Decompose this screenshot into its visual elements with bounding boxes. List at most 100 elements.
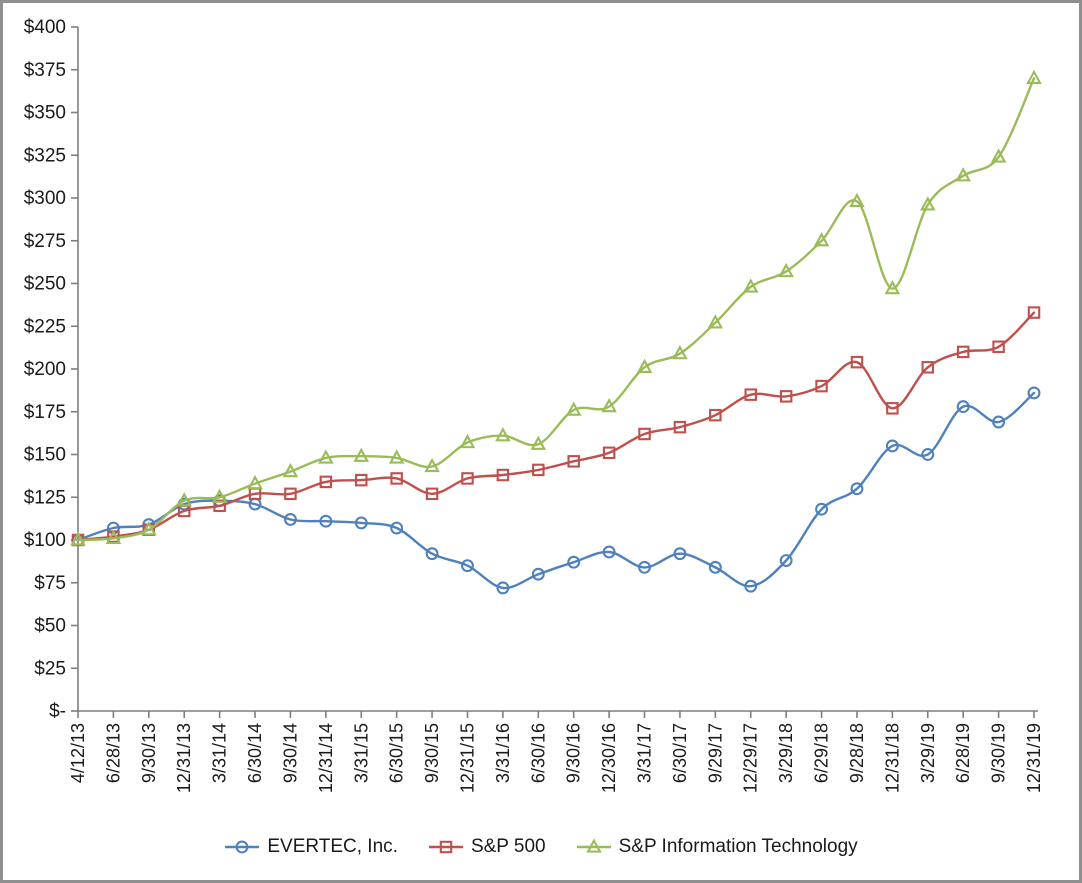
y-tick-label: $175 — [24, 402, 66, 423]
x-tick-label: 6/30/17 — [670, 723, 690, 783]
y-tick-label: $150 — [24, 445, 66, 466]
triangle-marker — [141, 521, 157, 536]
triangle-marker — [920, 196, 936, 211]
square-marker — [815, 379, 828, 393]
square-marker — [355, 473, 368, 487]
y-tick-label: $300 — [24, 188, 66, 209]
circle-marker — [390, 521, 404, 535]
circle-marker — [1027, 386, 1041, 400]
x-tick-label: 6/30/16 — [528, 723, 548, 783]
square-marker — [1027, 306, 1041, 319]
square-marker — [319, 475, 333, 489]
x-tick-label: 3/29/19 — [918, 723, 938, 783]
triangle-marker — [353, 447, 370, 462]
triangle-marker — [105, 529, 122, 544]
x-tick-label: 6/30/14 — [245, 723, 265, 783]
triangle-marker — [1026, 69, 1042, 84]
circle-marker — [992, 415, 1006, 429]
circle-marker — [779, 554, 793, 567]
x-tick-label: 12/30/16 — [599, 723, 619, 793]
triangle-marker — [530, 435, 547, 450]
square-marker — [744, 388, 757, 401]
x-tick-label: 3/31/15 — [351, 723, 371, 783]
y-tick-label: $375 — [24, 60, 66, 81]
triangle-marker — [990, 148, 1007, 163]
y-tick-label: $250 — [24, 274, 66, 295]
square-marker — [461, 472, 474, 485]
triangle-marker — [955, 167, 971, 182]
x-tick-label: 6/29/18 — [812, 723, 832, 783]
square-marker — [709, 408, 722, 422]
triangle-marker — [778, 262, 794, 278]
circle-marker — [638, 560, 651, 574]
square-marker — [602, 446, 616, 460]
x-tick-label: 9/30/15 — [422, 723, 442, 783]
square-marker — [425, 487, 439, 501]
performance-line-chart: $- $25 $50 $75 $100 $125 $150 $175 $200 $225 $250 $… — [24, 17, 1044, 793]
x-tick-label: 6/30/15 — [387, 723, 407, 783]
circle-marker — [744, 579, 758, 593]
circle-marker — [708, 560, 722, 574]
circle-marker — [496, 581, 510, 595]
square-marker — [956, 345, 970, 359]
triangle-marker — [707, 314, 724, 329]
circle-marker — [673, 547, 687, 561]
x-tick-label: 3/29/18 — [776, 723, 796, 783]
y-tick-label: $225 — [24, 316, 66, 337]
x-tick-label: 3/31/16 — [493, 723, 513, 783]
square-marker — [496, 468, 510, 482]
circle-marker — [567, 555, 581, 569]
square-marker — [779, 390, 793, 403]
x-tick-label: 3/31/14 — [210, 723, 230, 783]
y-tick-label: $275 — [24, 231, 66, 252]
series-s-p-500 — [71, 306, 1041, 547]
triangle-marker — [70, 531, 86, 546]
x-tick-label: 9/28/18 — [847, 723, 867, 783]
triangle-marker — [672, 345, 688, 360]
y-tick-label: $25 — [34, 658, 66, 679]
triangle-marker — [601, 398, 617, 413]
x-tick-label: 12/31/15 — [457, 723, 477, 793]
circle-marker — [850, 482, 864, 496]
x-tick-label: 12/31/18 — [882, 723, 902, 793]
triangle-marker — [459, 433, 476, 449]
x-tick-label: 9/30/16 — [564, 723, 584, 783]
x-tick-label: 6/28/13 — [103, 723, 123, 783]
y-tick-label: $125 — [24, 487, 66, 508]
axes — [77, 27, 1038, 712]
y-tick-label: $100 — [24, 530, 66, 551]
square-marker — [390, 472, 403, 485]
y-tick-label: $400 — [24, 17, 66, 38]
triangle-marker — [176, 492, 192, 507]
x-tick-label: 12/29/17 — [741, 723, 761, 793]
triangle-marker — [424, 457, 440, 473]
circle-marker — [921, 448, 935, 461]
triangle-marker — [211, 488, 228, 503]
y-tick-label: $325 — [24, 145, 66, 166]
triangle-marker — [884, 280, 901, 295]
square-marker — [532, 463, 545, 477]
x-tick-label: 6/28/19 — [953, 723, 973, 783]
square-marker — [850, 355, 864, 369]
triangle-marker — [813, 232, 830, 247]
y-tick-label: $- — [49, 701, 66, 722]
square-marker — [921, 361, 935, 374]
series-line — [76, 77, 1036, 542]
square-marker — [638, 427, 651, 441]
circle-marker — [885, 439, 899, 453]
y-tick-label: $50 — [34, 616, 66, 637]
x-tick-label: 4/12/13 — [68, 723, 88, 783]
circle-marker — [425, 547, 439, 561]
circle-marker — [354, 516, 368, 530]
triangle-marker — [742, 278, 759, 293]
triangle-marker — [282, 463, 299, 478]
y-tick-label: $350 — [24, 103, 66, 124]
circle-marker — [956, 400, 970, 414]
triangle-marker — [388, 449, 405, 464]
square-marker — [992, 340, 1005, 354]
triangle-marker — [636, 358, 653, 373]
x-axis: 4/12/13 6/28/13 9/30/13 12/31/13 3/31/14 6/30… — [68, 711, 1044, 793]
circle-marker — [283, 513, 297, 526]
x-tick-label: 9/30/13 — [139, 723, 159, 783]
circle-marker — [461, 559, 474, 573]
